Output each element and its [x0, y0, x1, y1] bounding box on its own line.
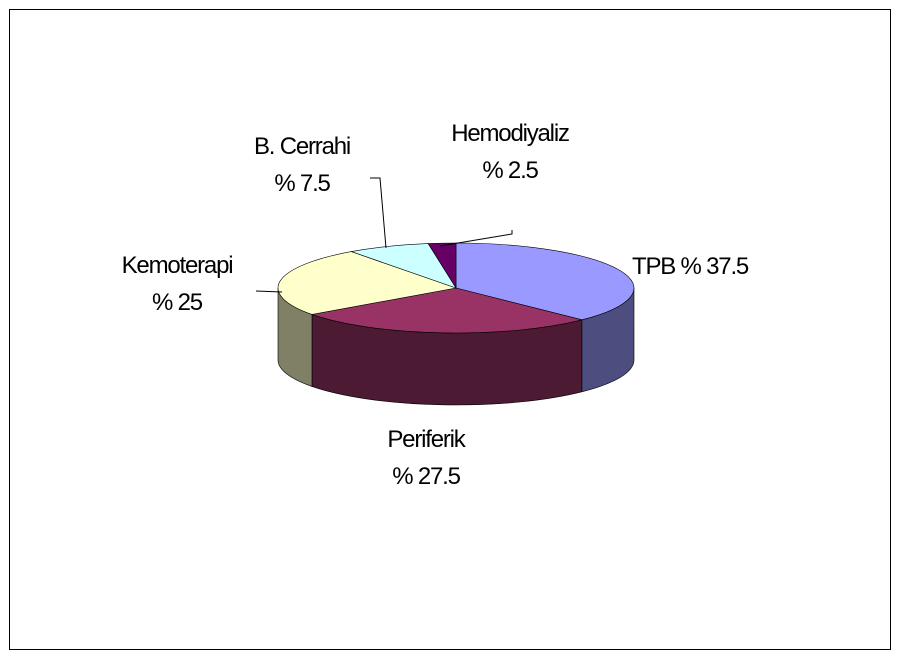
leader-line: [370, 177, 387, 249]
pie: [277, 242, 635, 406]
value-label: % 25: [152, 289, 203, 316]
category-label: TPB: [632, 253, 675, 280]
data-label: Hemodiyaliz % 2.5: [451, 120, 569, 184]
value-label: % 7.5: [274, 170, 330, 197]
slice: [310, 287, 582, 334]
labels: TPB % 37.5 Periferik % 27.5 Kemoterapi % 25 B…: [122, 120, 750, 490]
slice: [277, 251, 458, 315]
data-label: B. Cerrahi % 7.5: [254, 133, 350, 197]
value-label: % 37.5: [681, 253, 749, 280]
leader-line: [255, 290, 283, 293]
category-label: Hemodiyaliz: [451, 120, 569, 147]
leader-line: [439, 230, 513, 247]
value-label: % 2.5: [482, 157, 538, 184]
category-label: B. Cerrahi: [254, 133, 350, 160]
slice: [455, 242, 635, 321]
category-label: Kemoterapi: [122, 252, 233, 279]
value-label: % 27.5: [392, 463, 460, 490]
data-label: Kemoterapi % 25: [122, 252, 233, 316]
category-label: Periferik: [387, 426, 466, 453]
data-label: TPB % 37.5: [632, 253, 749, 280]
data-label: Periferik % 27.5: [387, 426, 466, 490]
